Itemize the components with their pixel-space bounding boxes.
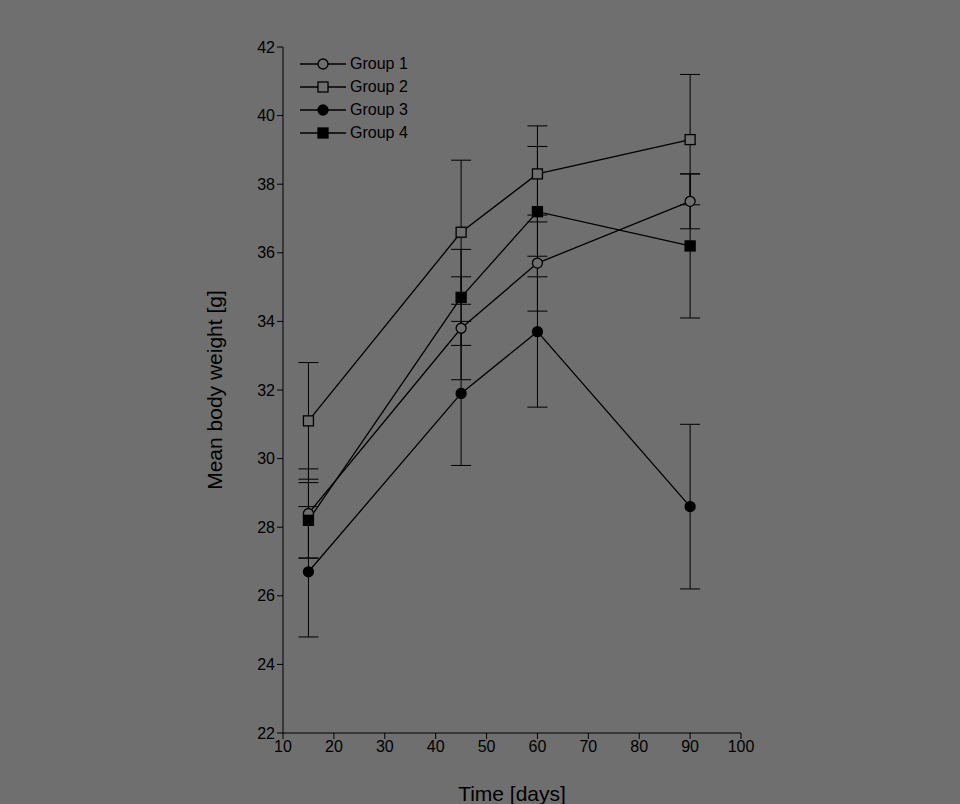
svg-text:36: 36 xyxy=(257,244,275,261)
svg-text:Mean body weight [g]: Mean body weight [g] xyxy=(203,290,226,490)
svg-text:50: 50 xyxy=(478,738,496,755)
svg-text:Time [days]: Time [days] xyxy=(458,782,566,804)
svg-text:60: 60 xyxy=(529,738,547,755)
html-text:Group 1: Group 1 xyxy=(350,55,408,72)
svg-text:38: 38 xyxy=(257,176,275,193)
svg-text:90: 90 xyxy=(681,738,699,755)
svg-text:30: 30 xyxy=(376,738,394,755)
svg-text:42: 42 xyxy=(257,39,275,56)
svg-text:20: 20 xyxy=(325,738,343,755)
svg-text:26: 26 xyxy=(257,587,275,604)
svg-text:30: 30 xyxy=(257,450,275,467)
svg-text:28: 28 xyxy=(257,519,275,536)
html-text:Group 3: Group 3 xyxy=(350,101,408,118)
svg-text:40: 40 xyxy=(257,107,275,124)
svg-text:34: 34 xyxy=(257,313,275,330)
svg-text:70: 70 xyxy=(579,738,597,755)
svg-text:100: 100 xyxy=(728,738,755,755)
svg-text:22: 22 xyxy=(257,725,275,742)
svg-text:80: 80 xyxy=(630,738,648,755)
svg-text:32: 32 xyxy=(257,382,275,399)
svg-text:10: 10 xyxy=(274,738,292,755)
svg-text:40: 40 xyxy=(427,738,445,755)
html-text:Group 2: Group 2 xyxy=(350,78,408,95)
svg-text:24: 24 xyxy=(257,656,275,673)
html-text:Group 4: Group 4 xyxy=(350,124,408,141)
